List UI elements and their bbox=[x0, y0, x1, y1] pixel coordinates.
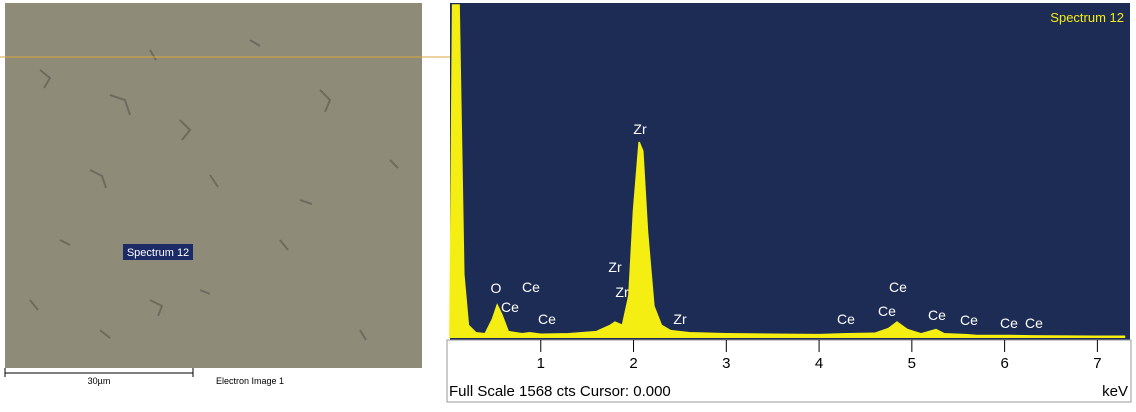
peak-label: Zr bbox=[608, 259, 622, 275]
peak-label: Zr bbox=[673, 311, 687, 327]
peak-label: Zr bbox=[633, 121, 647, 137]
marker-label: Spectrum 12 bbox=[127, 247, 189, 259]
spectrum-line bbox=[449, 4, 1126, 339]
peak-label: Zr bbox=[615, 284, 629, 300]
peak-label: O bbox=[491, 280, 502, 296]
peak-label: Ce bbox=[538, 311, 556, 327]
axis-frame bbox=[446, 339, 1132, 403]
peak-label: Ce bbox=[889, 279, 907, 295]
image-caption: Electron Image 1 bbox=[216, 376, 284, 386]
peak-label: Ce bbox=[837, 311, 855, 327]
image-texture bbox=[29, 39, 399, 341]
x-tick-label: 6 bbox=[1000, 355, 1008, 372]
peak-label: Ce bbox=[960, 312, 978, 328]
electron-image bbox=[5, 3, 422, 368]
x-axis-label: keV bbox=[1102, 383, 1128, 400]
x-tick-label: 1 bbox=[537, 355, 545, 372]
peak-label: Ce bbox=[501, 299, 519, 315]
peak-label: Ce bbox=[878, 303, 896, 319]
x-tick-label: 3 bbox=[722, 355, 730, 372]
plot-area bbox=[450, 3, 1130, 340]
x-tick-label: 4 bbox=[815, 355, 823, 372]
peak-label: Ce bbox=[928, 307, 946, 323]
x-tick-label: 7 bbox=[1093, 355, 1101, 372]
x-tick-label: 5 bbox=[908, 355, 916, 372]
peak-label: Ce bbox=[522, 279, 540, 295]
chart-title: Spectrum 12 bbox=[1050, 10, 1124, 25]
scale-label: 30µm bbox=[88, 376, 111, 386]
marker-box bbox=[123, 244, 193, 260]
status-text: Full Scale 1568 cts Cursor: 0.000 bbox=[449, 383, 671, 400]
peak-label: Ce bbox=[1000, 315, 1018, 331]
x-tick-label: 2 bbox=[629, 355, 637, 372]
peak-label: Ce bbox=[1025, 315, 1043, 331]
